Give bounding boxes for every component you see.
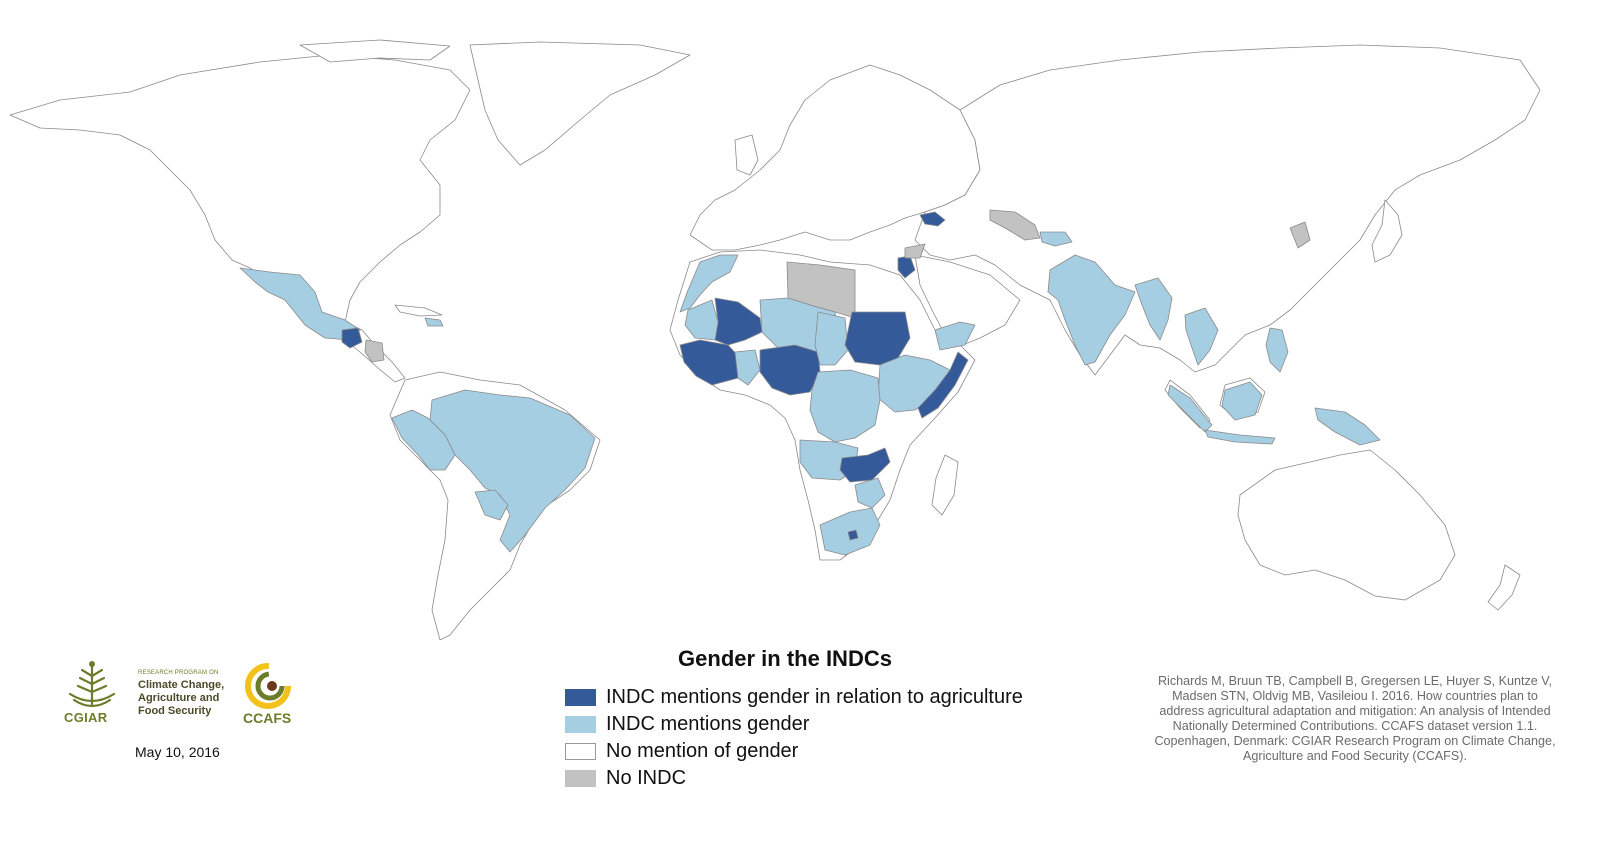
legend-swatch-noindc bbox=[565, 770, 596, 787]
cuba-landmass bbox=[394, 304, 443, 317]
region-ghana-area bbox=[734, 349, 761, 386]
highlighted-countries bbox=[239, 209, 1381, 556]
region-morocco bbox=[679, 254, 739, 313]
region-uzbekistan bbox=[989, 209, 1041, 241]
greenland-landmass bbox=[469, 41, 691, 166]
region-somalia bbox=[917, 351, 969, 419]
crp-name: RESEARCH PROGRAM ON Climate Change, Agri… bbox=[138, 670, 248, 718]
map-title: Gender in the INDCs bbox=[678, 646, 892, 671]
region-zimbabwe-area bbox=[854, 477, 886, 509]
region-indonesia-borneo bbox=[1221, 381, 1263, 421]
japan-landmass bbox=[1371, 199, 1403, 263]
region-indonesia-java bbox=[1204, 429, 1276, 445]
legend-item-none: No mention of gender bbox=[565, 738, 1023, 765]
citation: Richards M, Bruun TB, Campbell B, Greger… bbox=[1154, 674, 1556, 763]
legend-label-none: No mention of gender bbox=[606, 740, 799, 762]
madagascar-landmass bbox=[931, 454, 959, 516]
arctic-islands-landmass bbox=[299, 39, 451, 63]
legend-swatch-gender bbox=[565, 716, 596, 733]
crp-line-2: Agriculture and bbox=[138, 692, 220, 704]
region-syria bbox=[904, 243, 926, 259]
region-caribbean bbox=[424, 317, 444, 327]
region-georgia bbox=[919, 211, 946, 227]
region-brazil bbox=[429, 389, 596, 553]
australia-landmass bbox=[1237, 449, 1456, 601]
asia-landmass bbox=[914, 44, 1541, 376]
region-jordan bbox=[897, 255, 916, 279]
legend-item-gender: INDC mentions gender bbox=[565, 711, 1023, 738]
uk-landmass bbox=[734, 134, 759, 176]
region-zambia bbox=[839, 447, 891, 483]
crp-line-1: Climate Change, bbox=[138, 679, 225, 691]
region-vietnam-area bbox=[1184, 307, 1219, 366]
cgiar-logo bbox=[68, 661, 116, 708]
world-map bbox=[9, 39, 1541, 640]
new-zealand-landmass bbox=[1487, 564, 1521, 611]
region-philippines bbox=[1265, 327, 1289, 373]
region-chad bbox=[814, 311, 849, 366]
region-guatemala bbox=[341, 327, 363, 349]
logo-block: CGIAR RESEARCH PROGRAM ON Climate Change… bbox=[60, 656, 300, 726]
region-mauritania bbox=[684, 299, 719, 341]
legend-swatch-none bbox=[565, 743, 596, 760]
cgiar-wordmark: CGIAR bbox=[64, 710, 108, 725]
region-north-korea bbox=[1289, 221, 1311, 249]
north-america-landmass bbox=[9, 54, 471, 323]
legend-item-agri: INDC mentions gender in relation to agri… bbox=[565, 684, 1023, 711]
region-nicaragua bbox=[364, 339, 385, 363]
legend-swatch-agri bbox=[565, 689, 596, 706]
region-tajikistan bbox=[1039, 231, 1073, 247]
legend-label-noindc: No INDC bbox=[606, 767, 687, 789]
arabian-peninsula-landmass bbox=[914, 254, 1021, 349]
region-central-africa bbox=[809, 369, 881, 443]
legend-label-agri: INDC mentions gender in relation to agri… bbox=[606, 686, 1023, 708]
crp-line-3: Food Security bbox=[138, 705, 212, 717]
region-indonesia-west bbox=[1167, 384, 1213, 433]
ccafs-logo bbox=[245, 663, 291, 709]
legend-label-gender: INDC mentions gender bbox=[606, 713, 810, 735]
ccafs-wordmark: CCAFS bbox=[243, 710, 292, 726]
region-peru bbox=[391, 409, 456, 471]
legend: INDC mentions gender in relation to agri… bbox=[565, 684, 1023, 792]
region-india bbox=[1047, 254, 1136, 366]
region-bangladesh-myanmar bbox=[1134, 277, 1173, 341]
region-lesotho bbox=[847, 529, 859, 541]
region-paraguay bbox=[474, 489, 509, 521]
legend-item-noindc: No INDC bbox=[565, 765, 1023, 792]
crp-small-caption: RESEARCH PROGRAM ON bbox=[138, 670, 219, 676]
region-papua-new-guinea bbox=[1314, 407, 1381, 446]
region-yemen-oman bbox=[934, 321, 976, 351]
map-date: May 10, 2016 bbox=[135, 744, 220, 760]
region-nigeria bbox=[759, 344, 821, 396]
